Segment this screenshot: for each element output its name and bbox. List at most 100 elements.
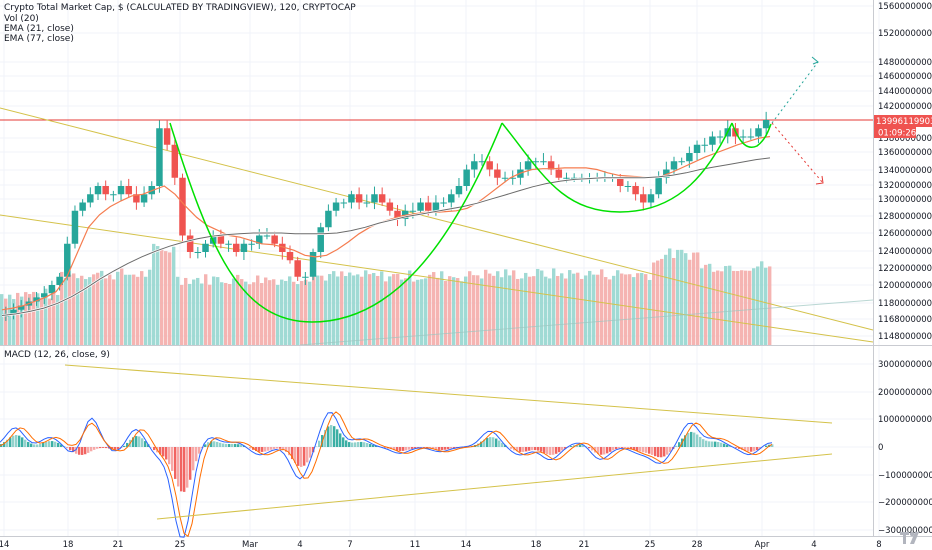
macd-hist-bar [552,447,555,455]
volume-bar [232,278,236,345]
macd-hist-bar [621,447,624,448]
candle [202,243,209,252]
candle [394,210,401,219]
volume-bars [0,243,772,345]
macd-hist-bar [633,447,636,451]
macd-hist-bar [114,447,117,450]
macd-hist-bar [771,444,774,447]
time-tick-label: 7 [347,540,352,550]
volume-bar [192,279,196,345]
candle [110,194,117,196]
ema-77-line [1,157,771,316]
volume-bar [120,268,124,345]
macd-hist-bar [483,439,486,447]
macd-hist-bar [171,447,174,471]
macd-hist-bar [756,447,759,451]
volume-bar [436,277,440,345]
macd-hist-bar [501,442,504,447]
macd-hist-bar [564,447,567,449]
indicator-ema-77[interactable]: EMA (77, close) [4,34,74,44]
macd-hist-bar [126,442,129,447]
volume-bar [408,270,412,345]
volume-bar [580,278,584,345]
macd-hist-bar [525,447,528,452]
volume-bar [752,268,756,345]
volume-bar [632,277,636,345]
price-axis[interactable]: 156000000000 152000000000 148000000000 1460… [878,2,932,342]
volume-bar [504,269,508,345]
macd-hist-bar [204,444,207,447]
candle [663,169,670,178]
candle [409,210,417,212]
macd-hist-bar [516,447,519,452]
macd-hist-bar [330,425,333,447]
macd-hist-bar [345,440,348,447]
volume-bar [512,270,516,345]
volume-bar [640,272,644,345]
macd-hist-bar [690,431,693,447]
macd-hist-bar [351,442,354,447]
volume-bar [552,268,556,345]
volume-bar [604,277,608,345]
macd-hist-bar [759,447,762,449]
volume-bar [312,276,316,345]
candle [655,177,662,195]
macd-hist-bar [24,439,27,447]
macd-trend-upper [64,364,833,424]
cup-handle-curves [169,122,772,323]
volume-bar [564,278,568,345]
time-axis[interactable]: 14 18 21 25 Mar 4 7 11 14 18 21 25 28 Apr 4 8 [0,540,882,550]
macd-hist-bar [48,441,51,447]
indicator-volume[interactable]: Vol (20) [4,14,39,24]
macd-hist-bar [15,434,18,447]
indicator-ema-21[interactable]: EMA (21, close) [4,24,74,34]
macd-hist-bar [186,447,189,488]
macd-hist-bar [684,435,687,447]
volume-bar [696,252,700,345]
macd-hist-bar [441,447,444,450]
macd-hist-bar [240,444,243,447]
bar-countdown: 01:09:26 [878,129,916,139]
macd-hist-bar [411,447,414,449]
volume-bar [648,279,652,345]
macd-axis[interactable]: 3000000000 2000000000 1000000000 0 −10000000… [878,360,932,536]
macd-hist-bar [51,441,54,447]
volume-bar [264,277,268,345]
candle [494,169,501,178]
macd-title[interactable]: MACD (12, 26, close, 9) [4,350,110,360]
volume-bar [612,275,616,345]
macd-hist-bar [318,440,321,447]
macd-panel[interactable] [0,364,833,538]
macd-hist-bar [162,447,165,457]
macd-hist-bar [27,441,30,447]
macd-hist-bar [3,442,6,447]
macd-hist-bar [558,447,561,453]
macd-hist-bar [198,447,201,454]
volume-bar [252,282,256,345]
volume-bar [572,273,576,345]
macd-hist-bar [210,441,213,447]
macd-hist-bar [111,447,114,450]
macd-tick-label: 2000000000 [878,388,932,398]
bull-arrow-head [811,56,819,65]
price-tick-label: 156000000000 [878,2,932,12]
volume-bar [60,271,64,345]
volume-bar [144,276,148,345]
macd-tick-label: −2000000000 [878,498,932,508]
macd-hist-bar [135,436,138,447]
macd-hist-bar [435,447,438,450]
volume-bar [136,276,140,345]
candle [486,161,493,170]
macd-hist-bar [627,447,630,449]
macd-hist-bar [72,447,75,453]
trend-line-lower [0,214,874,343]
macd-tick-label: 1000000000 [878,415,932,425]
price-panel[interactable] [0,56,874,346]
macd-hist-bar [492,437,495,447]
candle [371,194,378,203]
macd-hist-bar [189,447,192,480]
candle [17,305,25,310]
volume-bar [432,272,436,345]
time-tick-label: 4 [297,540,302,550]
